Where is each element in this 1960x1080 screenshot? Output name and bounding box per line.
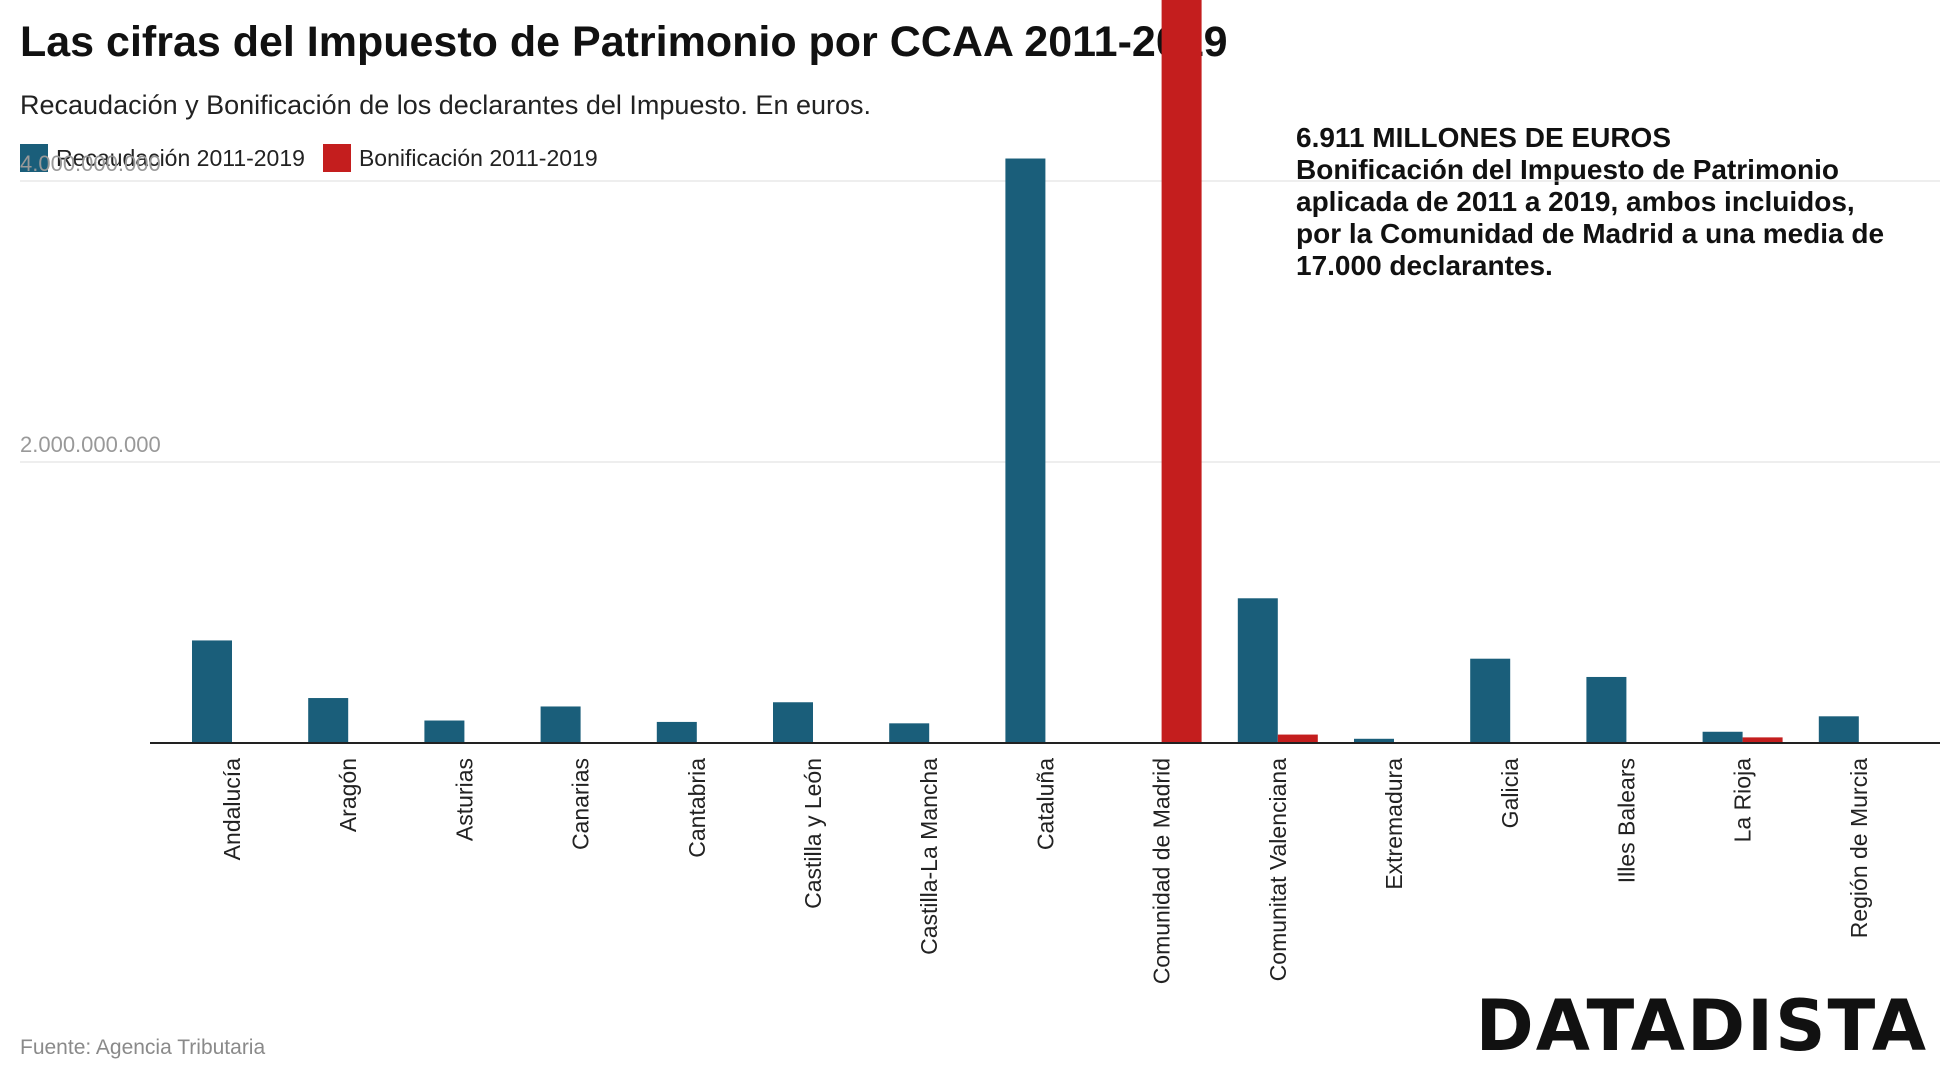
x-tick-label-8: Comunidad de Madrid (1149, 758, 1175, 984)
legend-label-bonificacion: Bonificación 2011-2019 (358, 144, 598, 171)
bar-recaudacion-11 (1470, 658, 1511, 743)
bar-recaudacion-13 (1702, 731, 1743, 743)
annotation-line-4: por la Comunidad de Madrid a una media d… (1296, 218, 1885, 249)
x-tick-label-9: Comunitat Valenciana (1265, 758, 1291, 982)
datadista-logo: DATADISTA (1475, 985, 1928, 1067)
chart-title: Las cifras del Impuesto de Patrimonio po… (20, 18, 1228, 66)
bar-recaudacion-14 (1818, 716, 1859, 743)
x-tick-label-1: Aragón (335, 758, 361, 832)
legend-item-recaudacion: Recaudación 2011-2019 (20, 144, 305, 172)
x-tick-label-11: Galicia (1497, 758, 1523, 829)
bar-recaudacion-12 (1586, 676, 1627, 743)
bar-recaudacion-1 (308, 698, 349, 743)
bar-bonificacion-13 (1742, 737, 1783, 743)
bar-bonificacion-9 (1277, 734, 1318, 743)
legend-swatch-recaudacion (20, 144, 48, 172)
x-tick-label-13: La Rioja (1730, 758, 1756, 843)
legend: Recaudación 2011-2019 Bonificación 2011-… (20, 144, 616, 172)
y-tick-label-0: 2.000.000.000 (20, 432, 161, 457)
bar-recaudacion-7 (1005, 158, 1046, 743)
bar-recaudacion-2 (424, 720, 465, 743)
chart-subtitle: Recaudación y Bonificación de los declar… (20, 90, 872, 120)
x-tick-label-0: Andalucía (219, 758, 245, 861)
legend-label-recaudacion: Recaudación 2011-2019 (56, 144, 305, 171)
bar-recaudacion-3 (540, 706, 581, 743)
x-tick-label-10: Extremadura (1381, 758, 1407, 890)
x-tick-label-3: Canarias (568, 758, 594, 850)
bar-recaudacion-0 (192, 640, 232, 743)
bar-recaudacion-6 (889, 723, 930, 743)
chart-annotation: 6.911 MILLONES DE EUROS Bonificación del… (1296, 122, 1936, 282)
x-tick-label-4: Cantabria (684, 758, 710, 858)
legend-swatch-bonificacion (322, 144, 351, 172)
x-tick-label-6: Castilla-La Mancha (916, 758, 942, 955)
x-tick-label-5: Castilla y León (800, 758, 826, 909)
x-tick-label-2: Asturias (451, 758, 477, 841)
x-tick-label-7: Cataluña (1032, 758, 1058, 850)
annotation-line-2: Bonificación del Impuesto de Patrimonio (1296, 154, 1839, 185)
bar-bonificacion-8 (1161, 0, 1202, 743)
source-note: Fuente: Agencia Tributaria (20, 1036, 266, 1059)
y-tick-label-1: 4.000.000.000 (20, 151, 161, 176)
bar-recaudacion-9 (1237, 598, 1278, 743)
annotation-headline: 6.911 MILLONES DE EUROS (1296, 122, 1671, 153)
bar-recaudacion-10 (1354, 738, 1394, 743)
x-tick-label-12: Illes Balears (1613, 758, 1639, 883)
annotation-line-5: 17.000 declarantes. (1296, 250, 1553, 281)
bar-recaudacion-5 (773, 702, 813, 743)
annotation-line-3: aplicada de 2011 a 2019, ambos incluidos… (1296, 186, 1855, 217)
x-tick-label-14: Región de Murcia (1846, 758, 1872, 938)
bar-recaudacion-4 (656, 721, 697, 743)
legend-item-bonificacion: Bonificación 2011-2019 (322, 144, 598, 172)
